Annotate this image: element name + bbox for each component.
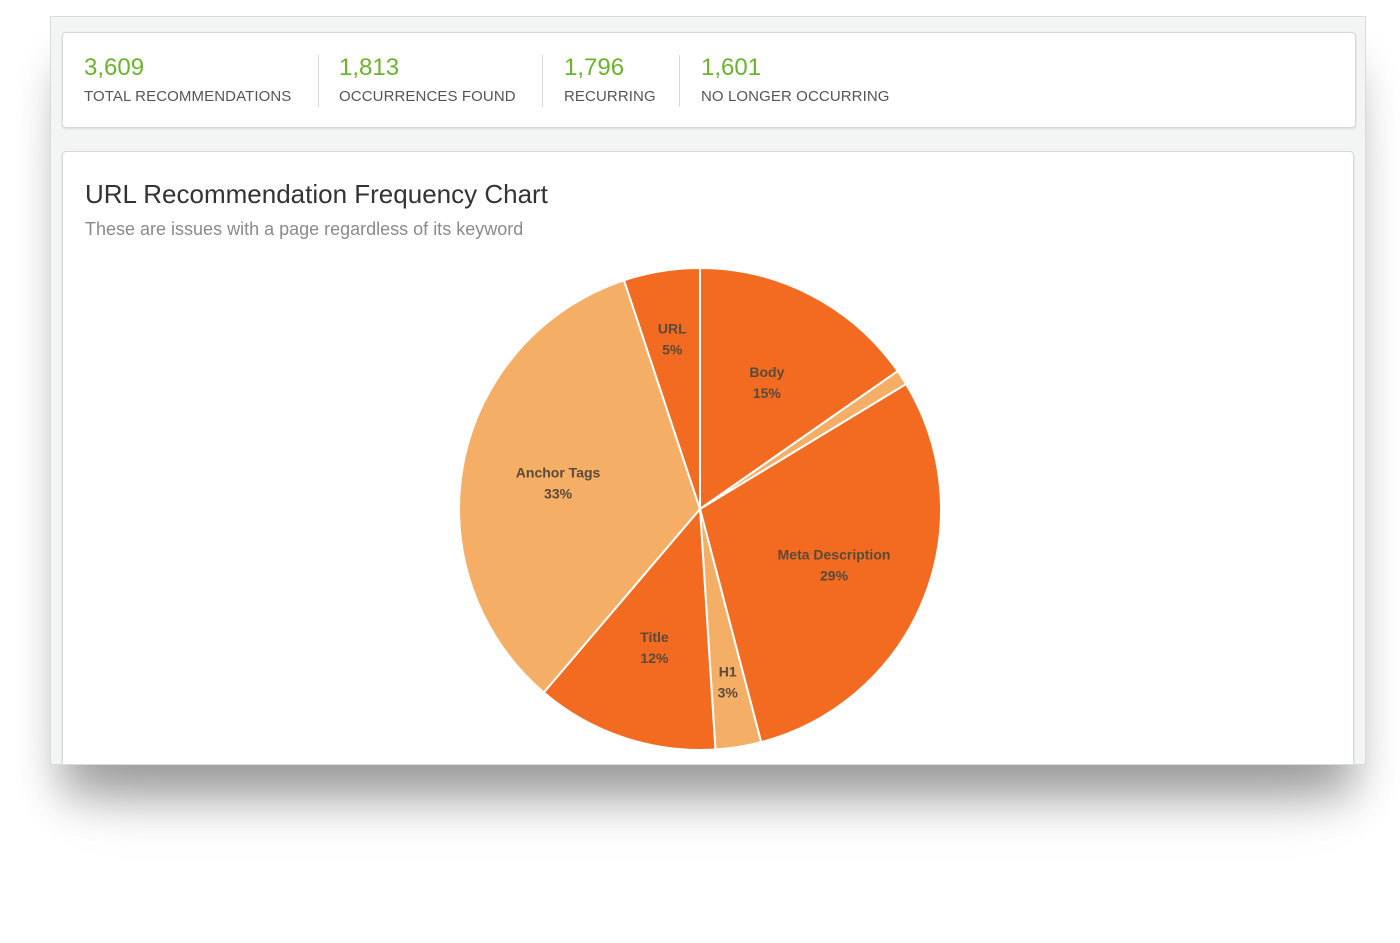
stat-label: TOTAL RECOMMENDATIONS (84, 88, 291, 105)
stat-label: RECURRING (564, 88, 656, 105)
stat-divider (679, 55, 680, 107)
stat-divider (318, 55, 319, 107)
slice-percent-label: 3% (718, 684, 739, 700)
stat-label: NO LONGER OCCURRING (701, 88, 890, 105)
app-window: 3,609 TOTAL RECOMMENDATIONS 1,813 OCCURR… (50, 16, 1366, 765)
stats-summary-card: 3,609 TOTAL RECOMMENDATIONS 1,813 OCCURR… (62, 32, 1356, 128)
slice-name-label: Body (749, 364, 784, 380)
stat-value: 1,601 (701, 54, 761, 82)
stat-value: 1,796 (564, 54, 624, 82)
slice-percent-label: 12% (640, 650, 669, 666)
stat-label: OCCURRENCES FOUND (339, 88, 516, 105)
slice-name-label: Title (640, 629, 669, 645)
chart-card: URL Recommendation Frequency Chart These… (62, 151, 1354, 765)
slice-name-label: Anchor Tags (516, 464, 601, 480)
slice-percent-label: 29% (820, 567, 849, 583)
slice-name-label: H1 (719, 663, 737, 679)
slice-name-label: Meta Description (778, 546, 891, 562)
slice-name-label: URL (658, 321, 687, 337)
slice-percent-label: 5% (662, 342, 683, 358)
slice-percent-label: 15% (753, 385, 782, 401)
stat-divider (542, 55, 543, 107)
pie-chart: Body 15% Meta Description 29% H1 3% Title 12% An… (63, 152, 1353, 765)
slice-percent-label: 33% (544, 485, 573, 501)
stat-value: 1,813 (339, 54, 399, 82)
stat-value: 3,609 (84, 54, 144, 82)
